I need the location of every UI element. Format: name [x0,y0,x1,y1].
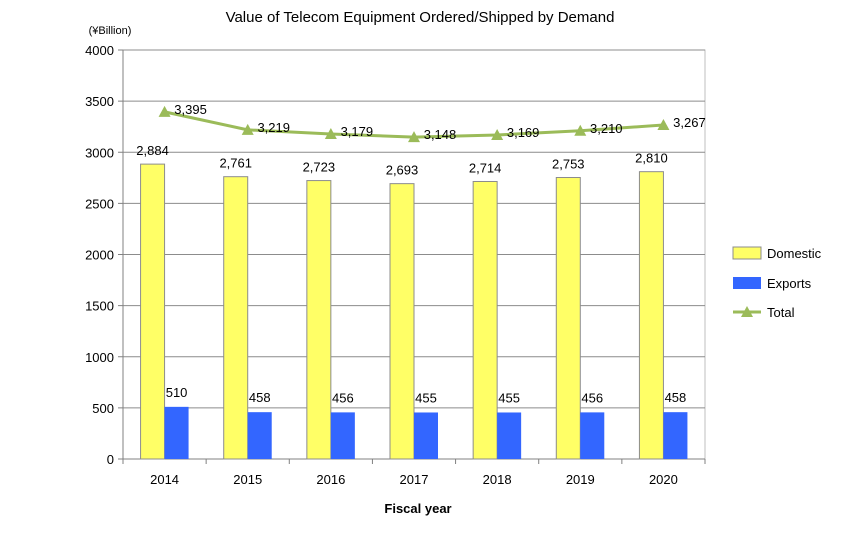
chart-title: Value of Telecom Equipment Ordered/Shipp… [226,9,615,26]
y-tick-label: 4000 [85,43,114,58]
data-label-exports: 458 [249,390,271,405]
bar-exports [497,412,522,459]
legend-marker-total [741,306,753,317]
data-label-domestic: 2,810 [635,151,668,166]
x-tick-label: 2019 [566,472,595,487]
y-tick-label: 1000 [85,350,114,365]
bar-exports [663,412,688,459]
data-label-domestic: 2,753 [552,157,585,172]
data-label-domestic: 2,884 [136,143,169,158]
data-label-domestic: 2,723 [303,160,336,175]
total-marker [241,123,254,135]
x-axis-title: Fiscal year [384,501,451,516]
legend-swatch-domestic [732,246,762,260]
data-label-exports: 458 [665,390,687,405]
bar-domestic [389,183,415,460]
data-label-exports: 455 [415,390,437,405]
bar-exports [330,412,355,459]
bar-exports [414,412,438,459]
y-tick-label: 500 [92,401,114,416]
y-tick-label: 0 [107,452,114,467]
data-label-exports: 510 [166,385,188,400]
x-tick-label: 2017 [400,472,429,487]
bar-domestic [223,176,249,460]
data-label-total: 3,148 [424,127,457,142]
x-tick-label: 2020 [649,472,678,487]
data-label-total: 3,169 [507,125,540,140]
x-tick-label: 2018 [483,472,512,487]
data-label-exports: 456 [332,390,354,405]
bar-domestic [472,180,498,460]
data-label-total: 3,395 [174,102,207,117]
x-tick-label: 2015 [233,472,262,487]
data-label-domestic: 2,761 [219,156,252,171]
x-tick-label: 2014 [150,472,179,487]
legend-label-domestic: Domestic [767,246,822,261]
y-unit-label: (¥Billion) [89,25,132,37]
data-label-total: 3,210 [590,121,623,136]
total-marker [491,128,504,140]
total-marker [158,105,171,117]
x-tick-label: 2016 [316,472,345,487]
bar-exports [164,406,189,459]
data-label-exports: 456 [581,390,603,405]
bar-exports [247,412,272,459]
bar-exports [580,412,605,459]
total-marker [324,127,337,139]
total-marker [408,131,420,143]
legend-label-exports: Exports [767,276,812,291]
data-label-domestic: 2,714 [469,160,502,175]
y-tick-label: 3500 [85,94,114,109]
bar-domestic [555,177,581,460]
data-label-exports: 455 [498,390,520,405]
total-marker [657,118,670,130]
data-label-total: 3,267 [673,115,706,130]
y-tick-label: 2500 [85,196,114,211]
y-tick-label: 1500 [85,299,114,314]
data-label-domestic: 2,693 [386,163,419,178]
legend-swatch-exports [733,277,761,289]
total-marker [574,124,587,136]
y-tick-label: 2000 [85,248,114,263]
data-label-total: 3,219 [257,120,290,135]
y-tick-label: 3000 [85,145,114,160]
bar-domestic [638,171,664,460]
legend-label-total: Total [767,305,795,320]
bar-domestic [306,180,332,460]
data-label-total: 3,179 [341,124,374,139]
bar-domestic [140,163,166,460]
